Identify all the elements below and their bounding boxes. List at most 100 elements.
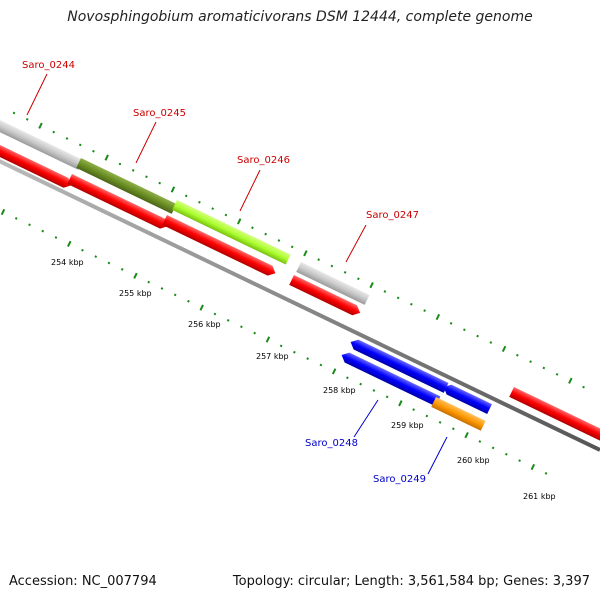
minor-tick: [158, 181, 162, 185]
minor-tick: [542, 366, 546, 370]
minor-tick: [65, 137, 69, 140]
minor-tick: [412, 408, 415, 411]
accession-text: Accession: NC_007794: [9, 574, 157, 589]
minor-tick: [145, 175, 148, 179]
minor-tick: [478, 440, 482, 443]
minor-tick: [489, 341, 493, 344]
minor-tick: [224, 213, 228, 217]
genome-summary-text: Topology: circular; Length: 3,561,584 bp…: [232, 574, 590, 589]
tick-label: 260 kbp: [457, 456, 490, 465]
minor-tick: [184, 194, 188, 198]
minor-tick: [277, 239, 281, 242]
minor-tick: [279, 344, 283, 348]
minor-tick: [396, 296, 400, 300]
major-tick: [501, 345, 507, 353]
minor-tick: [330, 264, 334, 268]
minor-tick: [41, 229, 45, 233]
minor-tick: [54, 236, 58, 239]
minor-tick: [211, 207, 215, 210]
cds-arrow-saro-0248-a[interactable]: [348, 337, 449, 393]
minor-tick: [226, 319, 230, 322]
major-tick: [398, 400, 403, 407]
minor-tick: [160, 287, 164, 290]
gene-label-saro-0246[interactable]: Saro_0246: [237, 155, 290, 166]
minor-tick: [359, 382, 362, 386]
cds-arrow-saro-0245[interactable]: [67, 174, 170, 231]
gene-features: [0, 120, 600, 447]
minor-tick: [92, 149, 95, 153]
cds-arrow-saro-0249[interactable]: [339, 350, 441, 407]
cds-arrow-saro-0247[interactable]: [289, 275, 362, 318]
gene-bar-saro-0246[interactable]: [172, 200, 291, 265]
gene-label-saro-0248[interactable]: Saro_0248: [305, 438, 358, 449]
minor-tick: [173, 293, 177, 297]
major-tick: [199, 304, 204, 311]
minor-tick: [251, 226, 254, 230]
minor-tick: [147, 280, 151, 284]
minor-tick: [14, 217, 18, 220]
minor-tick: [385, 395, 389, 399]
cds-arrow-saro-0248-b[interactable]: [441, 382, 492, 415]
gene-bar-saro-0247[interactable]: [296, 262, 370, 305]
minor-tick: [187, 299, 190, 303]
major-tick: [104, 154, 109, 161]
minor-tick: [582, 385, 585, 389]
minor-tick: [438, 421, 442, 424]
gene-bar-saro-0244[interactable]: [0, 120, 83, 170]
major-tick: [133, 272, 138, 279]
minor-tick: [555, 373, 559, 376]
minor-tick: [529, 360, 532, 363]
tick-label: 255 kbp: [119, 289, 152, 298]
minor-tick: [28, 223, 31, 227]
major-tick: [38, 122, 43, 129]
cds-arrow-next[interactable]: [509, 387, 600, 447]
major-tick: [331, 368, 337, 375]
minor-tick: [94, 255, 98, 258]
minor-tick: [290, 245, 294, 249]
minor-tick: [12, 111, 16, 115]
minor-tick: [343, 271, 347, 274]
minor-tick: [253, 331, 257, 335]
label-leaders: [26, 73, 448, 475]
minor-tick: [198, 200, 201, 204]
minor-tick: [463, 328, 466, 332]
major-tick: [0, 208, 6, 216]
major-tick: [303, 250, 308, 257]
minor-tick: [52, 130, 56, 134]
gene-label-saro-0245[interactable]: Saro_0245: [133, 108, 186, 119]
gene-bar-saro-0249-orange[interactable]: [431, 397, 486, 431]
minor-tick: [452, 427, 455, 431]
gene-label-saro-0247[interactable]: Saro_0247: [366, 210, 419, 221]
minor-tick: [107, 261, 111, 265]
minor-tick: [213, 312, 217, 316]
tick-label: 258 kbp: [323, 386, 356, 395]
major-tick: [265, 336, 271, 343]
cds-arrow-saro-0246[interactable]: [162, 215, 278, 278]
tick-label: 259 kbp: [391, 421, 424, 430]
minor-tick: [410, 302, 413, 306]
scale-labels: 254 kbp 255 kbp 256 kbp 257 kbp 258 kbp …: [51, 258, 556, 501]
major-tick: [236, 218, 242, 225]
tick-label: 254 kbp: [51, 258, 84, 267]
cds-arrow-saro-0244[interactable]: [0, 144, 74, 190]
minor-tick: [357, 277, 360, 281]
tick-label: 256 kbp: [188, 320, 221, 329]
gene-label-saro-0249[interactable]: Saro_0249: [373, 474, 426, 485]
gene-label-saro-0244[interactable]: Saro_0244: [22, 60, 75, 71]
major-tick: [435, 313, 441, 321]
minor-tick: [346, 376, 349, 380]
minor-tick: [516, 353, 519, 357]
minor-tick: [372, 389, 376, 392]
minor-tick: [25, 118, 29, 121]
tick-marks: [0, 111, 585, 475]
minor-tick: [449, 322, 453, 325]
major-tick: [67, 240, 72, 248]
minor-tick: [491, 446, 495, 450]
minor-tick: [518, 459, 521, 462]
minor-tick: [383, 290, 387, 293]
minor-tick: [293, 350, 296, 354]
minor-tick: [306, 357, 309, 360]
minor-tick: [544, 472, 548, 475]
gene-bar-saro-0245[interactable]: [76, 158, 177, 214]
major-tick: [568, 377, 573, 384]
